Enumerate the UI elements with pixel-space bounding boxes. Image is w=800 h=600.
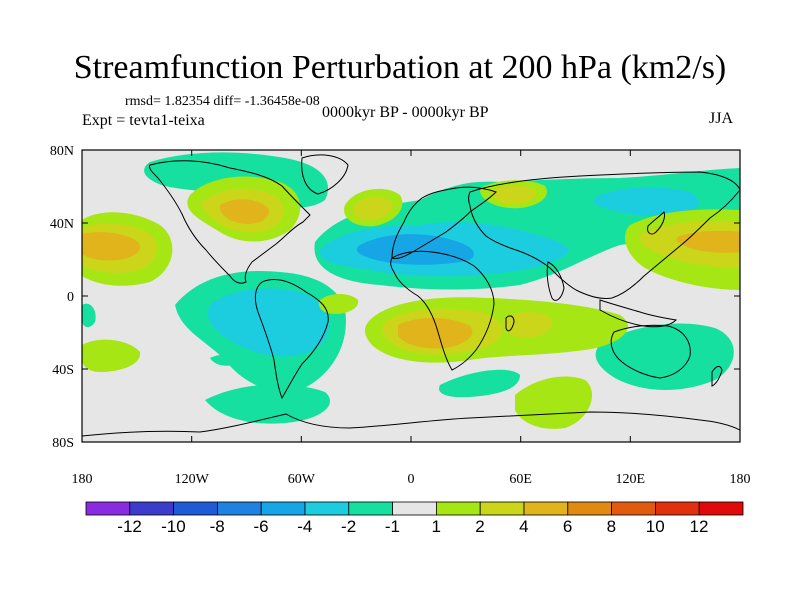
colorbar-label: -1 — [385, 517, 400, 536]
colorbar-box — [698, 501, 744, 516]
neg-region-south-america-core — [207, 288, 329, 357]
colorbar-labels: -12 -10 -8 -6 -4 -2 -1 1 2 4 6 8 10 12 — [117, 517, 708, 536]
x-tick-label: 180 — [730, 472, 751, 487]
coast-india — [546, 261, 565, 301]
y-tick-label: 0 — [67, 290, 74, 305]
coast-africa — [390, 250, 495, 371]
colorbar-box — [173, 501, 218, 516]
y-tick-label: 40N — [50, 217, 74, 232]
x-tick-label: 0 — [408, 472, 415, 487]
experiment-label: Expt = tevta1-teixa — [82, 112, 205, 129]
colorbar-box — [392, 501, 437, 516]
colorbar-box — [348, 501, 393, 516]
neg-region-asia — [593, 187, 699, 217]
colorbar-box — [260, 501, 306, 516]
colorbar-box — [304, 501, 350, 516]
coastlines — [82, 154, 740, 437]
colorbar — [85, 501, 744, 516]
colorbar-box — [611, 501, 656, 516]
neg-region-indian-ocean — [595, 323, 734, 390]
y-tick-label: 80S — [52, 436, 74, 451]
y-tick-label: 40S — [52, 363, 74, 378]
colorbar-box — [479, 501, 525, 516]
colorbar-label: -4 — [297, 517, 312, 536]
colorbar-label: -8 — [210, 517, 225, 536]
neg-region-east-atlantic — [82, 303, 96, 328]
pos-region-north-africa — [318, 294, 359, 314]
pos-region-north-america-core — [219, 199, 269, 224]
coast-australia — [610, 324, 691, 379]
x-tick-label: 120W — [175, 472, 210, 487]
colorbar-label: -10 — [161, 517, 186, 536]
coast-asia — [468, 171, 740, 299]
coast-antarctica — [82, 411, 740, 437]
colorbar-label: 2 — [475, 517, 484, 536]
colorbar-label: -6 — [253, 517, 268, 536]
colorbar-box — [129, 501, 175, 516]
pos-region-north-atlantic-mid — [353, 196, 393, 220]
colorbar-box — [216, 501, 262, 516]
coast-north-america — [149, 160, 311, 284]
colorbar-box — [435, 501, 481, 516]
coast-madagascar — [505, 315, 515, 332]
rmsd-diff-text: rmsd= 1.82354 diff= -1.36458e-08 — [125, 94, 320, 109]
coast-europe — [391, 186, 497, 259]
pos-region-indian-ocean — [503, 312, 553, 338]
colorbar-label: 1 — [431, 517, 440, 536]
plot-title: Streamfunction Perturbation at 200 hPa (… — [73, 49, 727, 86]
colorbar-box — [567, 501, 612, 516]
pos-region-south-pacific — [82, 339, 141, 372]
y-tick-label: 80N — [50, 144, 74, 159]
coast-greenland — [301, 154, 349, 195]
pos-region-southern-ocean — [515, 376, 593, 429]
coast-new-zealand — [711, 365, 723, 387]
colorbar-label: -2 — [341, 517, 356, 536]
neg-region-atlantic-core — [356, 234, 474, 265]
x-axis-labels: 180 120W 60W 0 60E 120E 180 — [72, 472, 751, 487]
x-tick-label: 120E — [616, 472, 646, 487]
coast-southeast-asia — [599, 299, 678, 328]
contour-field — [82, 150, 740, 442]
colorbar-label: -12 — [117, 517, 142, 536]
coast-south-america — [254, 279, 329, 400]
season-label: JJA — [709, 110, 734, 127]
colorbar-label: 6 — [563, 517, 572, 536]
colorbar-label: 8 — [607, 517, 616, 536]
pos-region-africa-core — [398, 317, 473, 349]
colorbar-label: 12 — [690, 517, 709, 536]
period-label: 0000kyr BP - 0000kyr BP — [322, 104, 489, 121]
x-tick-label: 60W — [288, 472, 316, 487]
colorbar-label: 10 — [646, 517, 665, 536]
colorbar-label: 4 — [519, 517, 528, 536]
y-axis-labels: 80N 40N 0 40S 80S — [50, 144, 74, 451]
neg-region-south-pacific-small — [210, 354, 238, 366]
neg-region-southern-ocean-a — [205, 384, 331, 424]
colorbar-box — [523, 501, 569, 516]
pos-region-north-pacific-east-core — [676, 230, 740, 253]
neg-region-southern-ocean-b — [439, 369, 520, 398]
colorbar-box — [655, 501, 700, 516]
colorbar-box — [85, 501, 131, 516]
pos-region-north-pacific-west-core — [82, 232, 140, 261]
x-tick-label: 60E — [509, 472, 532, 487]
pos-region-europe-mid — [491, 185, 537, 204]
x-tick-label: 180 — [72, 472, 93, 487]
coast-japan — [647, 211, 665, 235]
